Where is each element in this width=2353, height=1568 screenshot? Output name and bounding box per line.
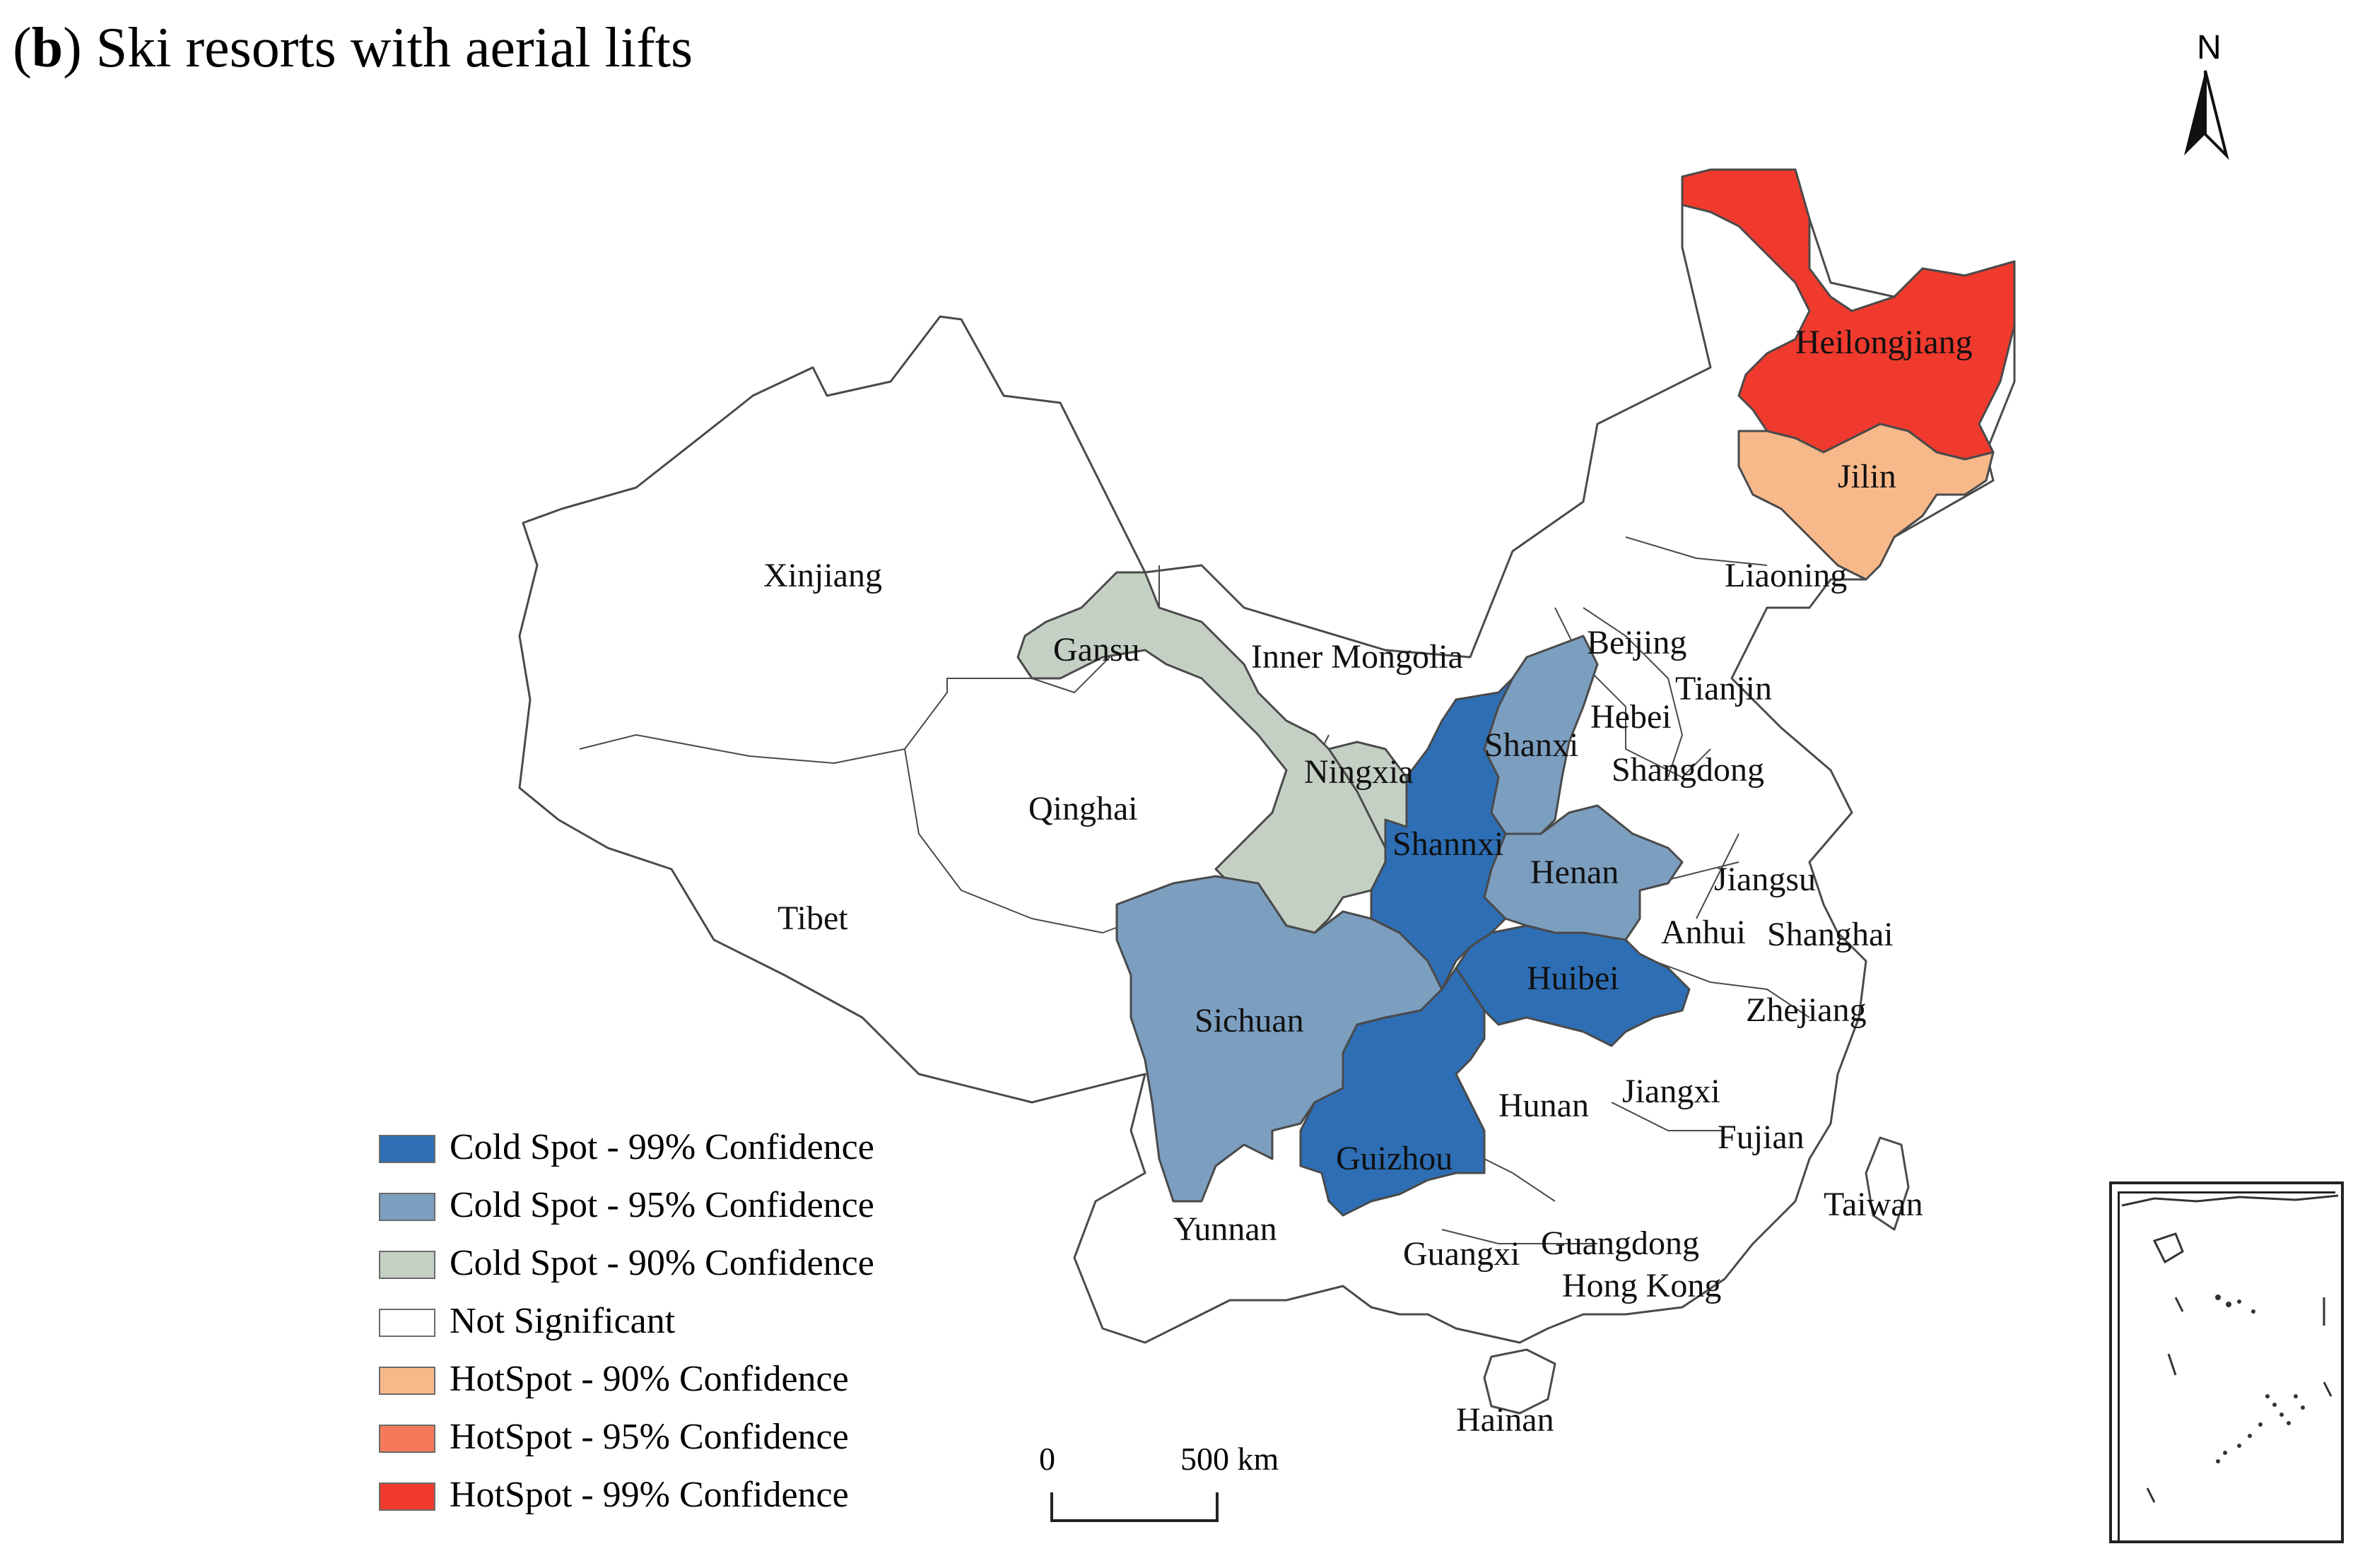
region-label-anhui: Anhui [1661, 914, 1746, 951]
region-label-ningxia: Ningxia [1304, 753, 1414, 791]
region-label-gansu: Gansu [1053, 631, 1140, 668]
title-prefix: ( [13, 17, 32, 79]
region-guizhou [1299, 967, 1486, 1217]
scale-start-label: 0 [1039, 1441, 1055, 1477]
legend-label: Cold Spot - 90% Confidence [450, 1243, 874, 1283]
legend-label: HotSpot - 99% Confidence [450, 1475, 849, 1515]
region-taiwan-island [1865, 1136, 1910, 1231]
region-label-heilongjiang: Heilongjiang [1795, 324, 1973, 361]
title-letter: b [31, 17, 64, 79]
region-label-hong-kong: Hong Kong [1562, 1267, 1721, 1304]
region-label-henan: Henan [1530, 854, 1619, 891]
north-arrow-icon [2184, 70, 2229, 160]
region-shannxi [1370, 677, 1514, 991]
south-china-sea-inset [2109, 1181, 2344, 1543]
region-label-taiwan: Taiwan [1824, 1186, 1923, 1223]
scale-bar-line [1050, 1492, 1219, 1522]
country-outline [518, 168, 2016, 1344]
region-label-yunnan: Yunnan [1173, 1210, 1277, 1248]
region-label-shanxi: Shanxi [1484, 726, 1578, 764]
legend-swatch [379, 1425, 435, 1453]
legend-label: Cold Spot - 95% Confidence [450, 1185, 874, 1225]
legend-swatch [379, 1135, 435, 1163]
region-label-liaoning: Liaoning [1725, 557, 1847, 594]
inset-map [2121, 1194, 2339, 1503]
legend-label: Cold Spot - 99% Confidence [450, 1127, 874, 1167]
region-label-jilin: Jilin [1838, 458, 1896, 495]
region-label-qinghai: Qinghai [1028, 790, 1138, 827]
region-label-beijing: Beijing [1587, 624, 1686, 661]
region-label-huibei: Huibei [1527, 960, 1619, 997]
legend-swatch [379, 1193, 435, 1221]
region-label-jiangsu: Jiangsu [1714, 861, 1816, 898]
region-label-fujian: Fujian [1718, 1119, 1805, 1156]
region-label-inner-mongolia: Inner Mongolia [1251, 638, 1463, 676]
region-label-shannxi: Shannxi [1392, 825, 1503, 863]
region-gansu [1016, 571, 1387, 934]
region-label-tianjin: Tianjin [1675, 670, 1772, 707]
region-label-guizhou: Guizhou [1336, 1140, 1453, 1177]
region-label-zhejiang: Zhejiang [1746, 991, 1867, 1029]
title-text: ) Ski resorts with aerial lifts [63, 17, 693, 79]
legend-label: Not Significant [450, 1301, 676, 1341]
region-label-guangdong: Guangdong [1541, 1225, 1699, 1262]
region-label-shanghai: Shanghai [1767, 916, 1894, 953]
legend-swatch [379, 1367, 435, 1395]
legend-label: HotSpot - 95% Confidence [450, 1417, 849, 1457]
region-jilin [1737, 423, 1995, 581]
legend-label: HotSpot - 90% Confidence [450, 1359, 849, 1399]
region-label-hunan: Hunan [1498, 1087, 1589, 1124]
region-label-hainan: Hainan [1456, 1401, 1554, 1439]
region-label-hebei: Hebei [1590, 698, 1672, 736]
region-label-tibet: Tibet [778, 900, 848, 937]
legend-swatch [379, 1309, 435, 1337]
north-label: N [2197, 29, 2222, 66]
figure-title: (b) Ski resorts with aerial lifts [13, 13, 693, 83]
region-label-shangdong: Shangdong [1612, 751, 1764, 789]
legend-swatch [379, 1482, 435, 1511]
region-label-guangxi: Guangxi [1403, 1235, 1520, 1273]
region-hainan-island [1483, 1348, 1556, 1415]
scale-end-label: 500 km [1180, 1441, 1279, 1477]
region-label-sichuan: Sichuan [1195, 1002, 1304, 1039]
region-label-jiangxi: Jiangxi [1622, 1073, 1720, 1110]
region-label-xinjiang: Xinjiang [763, 557, 882, 594]
legend-swatch [379, 1251, 435, 1279]
